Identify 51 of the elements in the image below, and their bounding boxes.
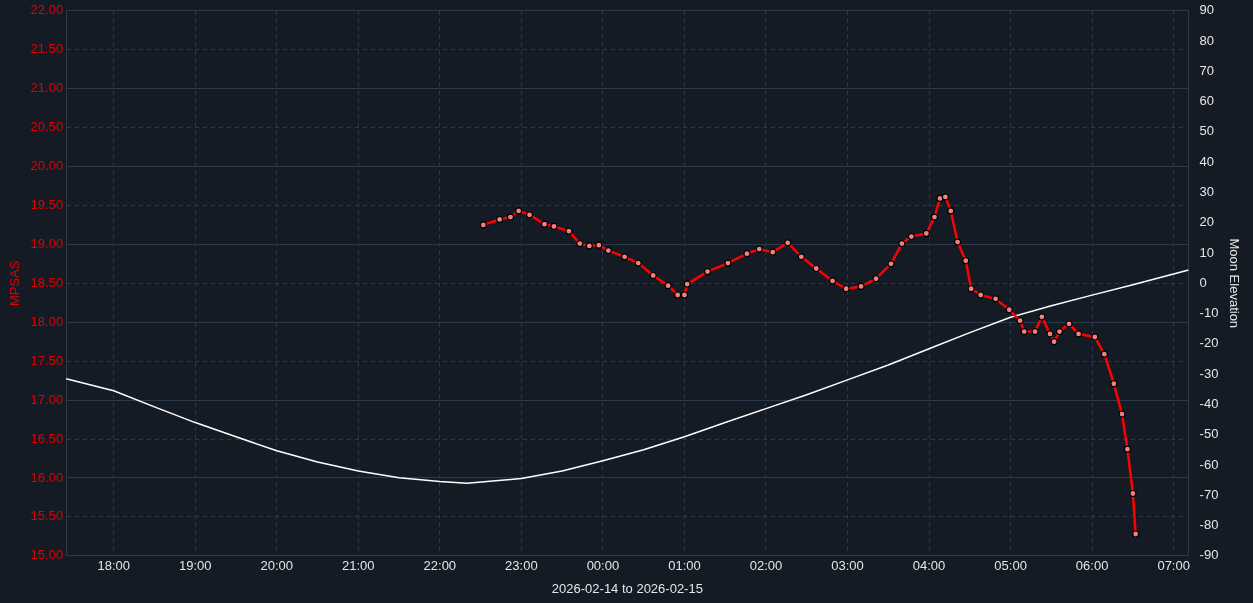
y-tick-label: 20.50 [30,119,64,135]
y2-tick-label: -70 [1199,486,1219,502]
x-tick-label: 04:00 [912,558,946,574]
y2-tick-label: -90 [1199,547,1219,563]
y2-tick-label: 40 [1199,153,1215,169]
x-tick-label: 19:00 [178,558,212,574]
y-tick-label: 16.00 [30,469,64,485]
y2-tick-label: 60 [1199,93,1215,109]
y-tick-label: 21.00 [30,80,64,96]
y2-tick-label: 70 [1199,62,1215,78]
y-tick-label: 17.00 [30,391,64,407]
x-tick-label: 03:00 [831,558,864,574]
y-tick-label: 17.50 [30,352,64,368]
y2-tick-label: -20 [1199,335,1219,351]
x-tick-label: 02:00 [749,558,783,574]
x-tick-label: 20:00 [260,558,294,574]
y2-tick-label: -10 [1199,305,1219,321]
y2-tick-label: -40 [1199,395,1219,411]
x-axis-title: 2026-02-14 to 2026-02-15 [551,580,703,596]
y2-axis-title: Moon Elevation [1226,238,1242,329]
x-tick-label: 05:00 [994,558,1027,574]
y-tick-label: 19.50 [30,197,64,213]
y2-tick-label: 10 [1199,244,1215,260]
y2-tick-label: -80 [1199,517,1219,533]
y-tick-label: 20.00 [30,158,64,174]
y2-tick-label: 0 [1199,274,1207,290]
x-tick-label: 18:00 [97,558,130,574]
x-tick-label: 22:00 [423,558,457,574]
y-axis-title: MPSAS [7,260,23,307]
x-tick-label: 01:00 [668,558,701,574]
y2-tick-label: -50 [1199,426,1219,442]
y-tick-label: 21.50 [30,41,64,57]
x-tick-label: 21:00 [342,558,375,574]
x-tick-label: 00:00 [586,558,620,574]
x-tick-label: 23:00 [505,558,538,574]
y-tick-label: 18.00 [30,313,64,329]
y-tick-label: 16.50 [30,430,64,446]
y2-tick-label: -60 [1199,456,1219,472]
y2-tick-label: 80 [1199,32,1215,48]
y2-tick-label: -30 [1199,365,1219,381]
y2-tick-label: 20 [1199,214,1215,230]
y2-tick-label: 90 [1199,2,1215,18]
y-tick-label: 22.00 [30,2,64,18]
x-tick-label: 06:00 [1075,558,1109,574]
y-tick-label: 18.50 [30,274,64,290]
y2-tick-label: 50 [1199,123,1215,139]
x-tick-label: 07:00 [1157,558,1190,574]
y-tick-label: 19.00 [30,235,64,251]
y-tick-label: 15.50 [30,508,64,524]
y-tick-label: 15.00 [30,547,64,563]
y2-tick-label: 30 [1199,184,1215,200]
